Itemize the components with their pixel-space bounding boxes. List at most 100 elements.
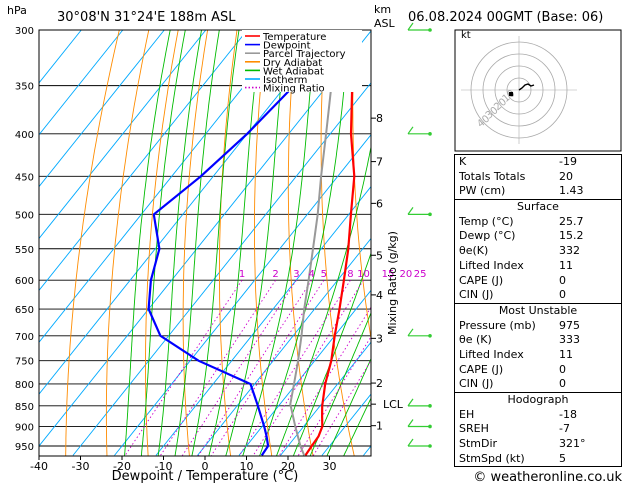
pressure-tick-label: 950	[15, 442, 34, 453]
surface-value: 0	[559, 273, 566, 287]
wet-adiabat	[174, 30, 220, 456]
wind-barb-dot	[428, 132, 432, 136]
wet-adiabat	[309, 311, 371, 456]
isotherm-line	[39, 30, 124, 136]
wind-barb-flag	[407, 398, 414, 407]
most-unstable-row: θe (K) 333	[455, 333, 621, 348]
wind-barb-dot	[428, 28, 432, 32]
wet-adiabat	[124, 30, 171, 456]
mixing-ratio-label: 5	[321, 269, 327, 280]
legend-background	[242, 30, 362, 92]
pressure-tick-label: 350	[15, 82, 34, 93]
legend-label: Dewpoint	[263, 41, 311, 52]
most-unstable-row: CIN (J) 0	[455, 377, 621, 392]
most-unstable-row: Pressure (mb) 975	[455, 319, 621, 334]
most-unstable-block: Most Unstable Pressure (mb) 975 θe (K) 333 L…	[455, 302, 621, 392]
mixing-ratio-label: 3	[293, 269, 299, 280]
most-unstable-label: CIN (J)	[459, 377, 494, 391]
isotherm-line	[197, 237, 371, 456]
pressure-tick-label: 400	[15, 130, 34, 141]
mixing-ratio-line	[181, 279, 297, 456]
surface-row: Dewp (°C) 15.2	[455, 229, 621, 244]
most-unstable-label: θe (K)	[459, 333, 492, 347]
wind-barb-dot	[428, 404, 432, 408]
most-unstable-row: Lifted Index 11	[455, 348, 621, 363]
footer-credit: © weatheronline.co.uk	[473, 470, 622, 485]
dry-adiabat	[352, 30, 371, 342]
x-axis-label: Dewpoint / Temperature (°C)	[112, 469, 299, 484]
wind-barb-dot	[428, 424, 432, 429]
dry-adiabat	[218, 30, 238, 456]
hodograph-value: -7	[559, 422, 570, 436]
temperature-tick-label: 20	[281, 460, 295, 473]
most-unstable-value: 0	[559, 377, 566, 391]
surface-row: Temp (°C) 25.7	[455, 215, 621, 230]
pressure-tick-label: 750	[15, 357, 34, 368]
surface-label: Lifted Index	[459, 258, 524, 272]
isotherm-line	[114, 134, 371, 456]
hodograph-block: Hodograph EH -18 SREH -7 StmDir 321° StmSpd (k…	[455, 392, 621, 466]
parcel-trajectory-curve	[289, 30, 340, 456]
wet-adiabat	[326, 357, 371, 456]
profile-curves	[147, 30, 356, 456]
most-unstable-value: 333	[559, 333, 580, 347]
wind-barb-flag	[407, 438, 414, 447]
mixing-ratio-label: 2	[272, 269, 278, 280]
surface-value: 0	[559, 288, 566, 302]
most-unstable-value: 11	[559, 347, 573, 361]
mixing-ratio-label: 1	[239, 269, 245, 280]
isotherm-line	[39, 30, 165, 188]
y-unit: hPa	[7, 4, 27, 17]
hodograph-row: StmDir 321°	[455, 437, 621, 452]
temperature-tick-label: -20	[113, 460, 131, 473]
pressure-tick-label: 800	[15, 380, 34, 391]
wind-barb-flag	[407, 419, 414, 427]
hodograph-value: 5	[559, 451, 566, 465]
most-unstable-label: Pressure (mb)	[459, 318, 536, 332]
wet-adiabat	[157, 30, 202, 456]
dewpoint-curve	[147, 30, 332, 456]
most-unstable-row: CAPE (J) 0	[455, 363, 621, 378]
wind-barbs	[407, 22, 432, 448]
wind-barb-flag	[407, 22, 414, 31]
legend-label: Parcel Trajectory	[263, 49, 346, 60]
surface-row: θe(K) 332	[455, 244, 621, 259]
wind-barb-flag	[407, 207, 414, 215]
height-tick-label: 7	[376, 156, 383, 169]
temperature-tick-label: 30	[323, 460, 337, 473]
wet-adiabat	[292, 251, 371, 456]
legend-label: Dry Adiabat	[263, 58, 322, 69]
isotherm-line	[72, 82, 371, 456]
wind-barb-dot	[428, 212, 432, 217]
location: 30°08'N 31°24'E 188m ASL	[57, 10, 236, 25]
wind-barb-dot	[428, 333, 432, 338]
isotherm-line	[39, 30, 290, 343]
hodograph-label: SREH	[459, 422, 489, 436]
height-tick-label: 6	[376, 197, 383, 210]
mixing-ratio-label: 15	[382, 269, 395, 280]
surface-label: Dewp (°C)	[459, 229, 516, 243]
storm-motion-marker	[509, 92, 513, 96]
isotherm-line	[39, 30, 371, 447]
wet-adiabat	[225, 30, 287, 456]
surface-label: θe(K)	[459, 244, 489, 258]
mixing-ratio-label: 8	[347, 269, 353, 280]
most-unstable-title: Most Unstable	[498, 303, 578, 317]
height-tick-label: 5	[376, 249, 383, 262]
legend-label: Wet Adiabat	[263, 66, 324, 77]
height-tick-label: 8	[376, 112, 383, 125]
hodograph-row: SREH -7	[455, 422, 621, 437]
pressure-tick-label: 450	[15, 172, 34, 183]
surface-row: CIN (J) 0	[455, 288, 621, 303]
dry-adiabat	[105, 30, 150, 456]
most-unstable-value: 975	[559, 318, 580, 332]
surface-value: 11	[559, 258, 573, 272]
wind-barb-flag	[407, 328, 414, 337]
isotherm-line	[155, 185, 371, 456]
wind-barb-dot	[428, 444, 432, 448]
isotherm-line	[39, 30, 331, 395]
wind-barb-flag	[407, 126, 414, 135]
dry-adiabat	[65, 30, 120, 456]
